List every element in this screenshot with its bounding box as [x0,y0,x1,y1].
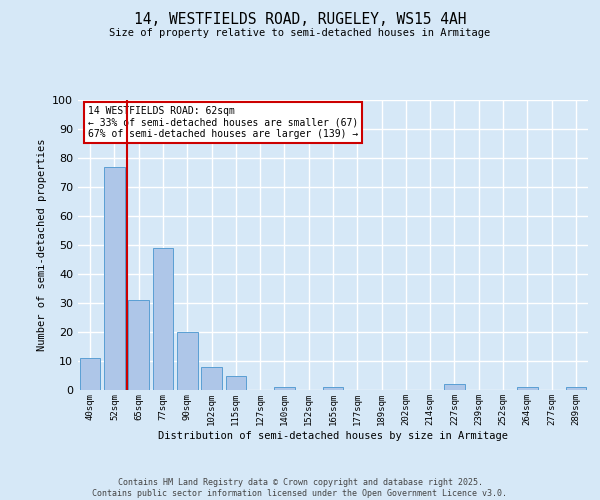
Text: 14 WESTFIELDS ROAD: 62sqm
← 33% of semi-detached houses are smaller (67)
67% of : 14 WESTFIELDS ROAD: 62sqm ← 33% of semi-… [88,106,358,139]
X-axis label: Distribution of semi-detached houses by size in Armitage: Distribution of semi-detached houses by … [158,430,508,440]
Text: 14, WESTFIELDS ROAD, RUGELEY, WS15 4AH: 14, WESTFIELDS ROAD, RUGELEY, WS15 4AH [134,12,466,28]
Bar [128,300,149,390]
Bar [104,166,125,390]
Bar [323,387,343,390]
Bar [444,384,465,390]
Y-axis label: Number of semi-detached properties: Number of semi-detached properties [37,138,47,352]
Text: Size of property relative to semi-detached houses in Armitage: Size of property relative to semi-detach… [109,28,491,38]
Text: Contains HM Land Registry data © Crown copyright and database right 2025.
Contai: Contains HM Land Registry data © Crown c… [92,478,508,498]
Bar [177,332,197,390]
Bar [274,387,295,390]
Bar [201,367,222,390]
Bar [80,358,100,390]
Bar [226,376,246,390]
Bar [152,248,173,390]
Bar [566,387,586,390]
Bar [517,387,538,390]
